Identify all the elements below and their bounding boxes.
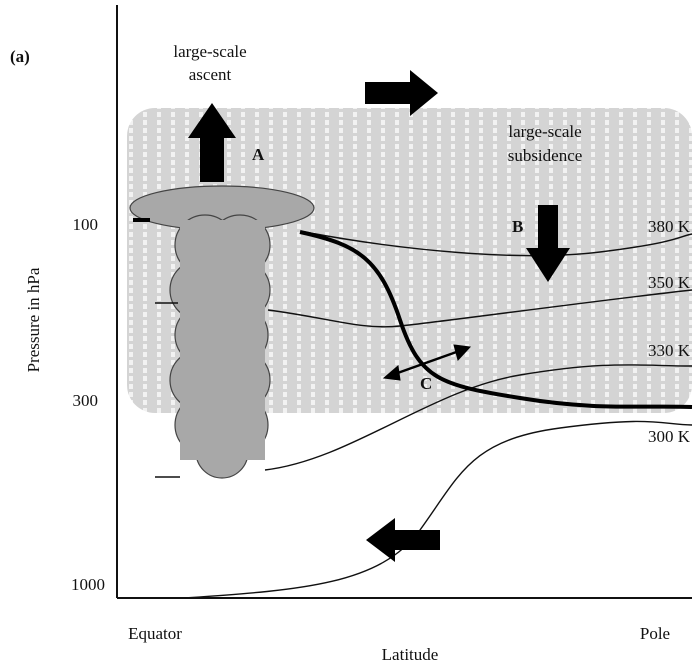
y-tick-label: 100 (73, 215, 99, 234)
annotation: large-scale (508, 122, 581, 141)
marker-label: C (420, 374, 432, 393)
marker-label: B (512, 217, 523, 236)
isentrope-label: 330 K (648, 341, 691, 360)
isentrope-label: 300 K (648, 427, 691, 446)
x-end-label: Pole (640, 624, 670, 643)
isentrope-label: 350 K (648, 273, 691, 292)
panel-label: (a) (10, 47, 30, 66)
diagram: (a) Pressure in hPa 100 300 1000 Equator… (0, 0, 698, 666)
y-tick-label: 1000 (71, 575, 105, 594)
y-axis-label: Pressure in hPa (24, 267, 43, 372)
marker-label: A (252, 145, 265, 164)
annotation: subsidence (508, 146, 583, 165)
x-axis-label: Latitude (382, 645, 439, 664)
annotation: large-scale (173, 42, 246, 61)
x-end-label: Equator (128, 624, 182, 643)
isentrope-label: 380 K (648, 217, 691, 236)
annotation: ascent (189, 65, 232, 84)
y-tick-label: 300 (73, 391, 99, 410)
